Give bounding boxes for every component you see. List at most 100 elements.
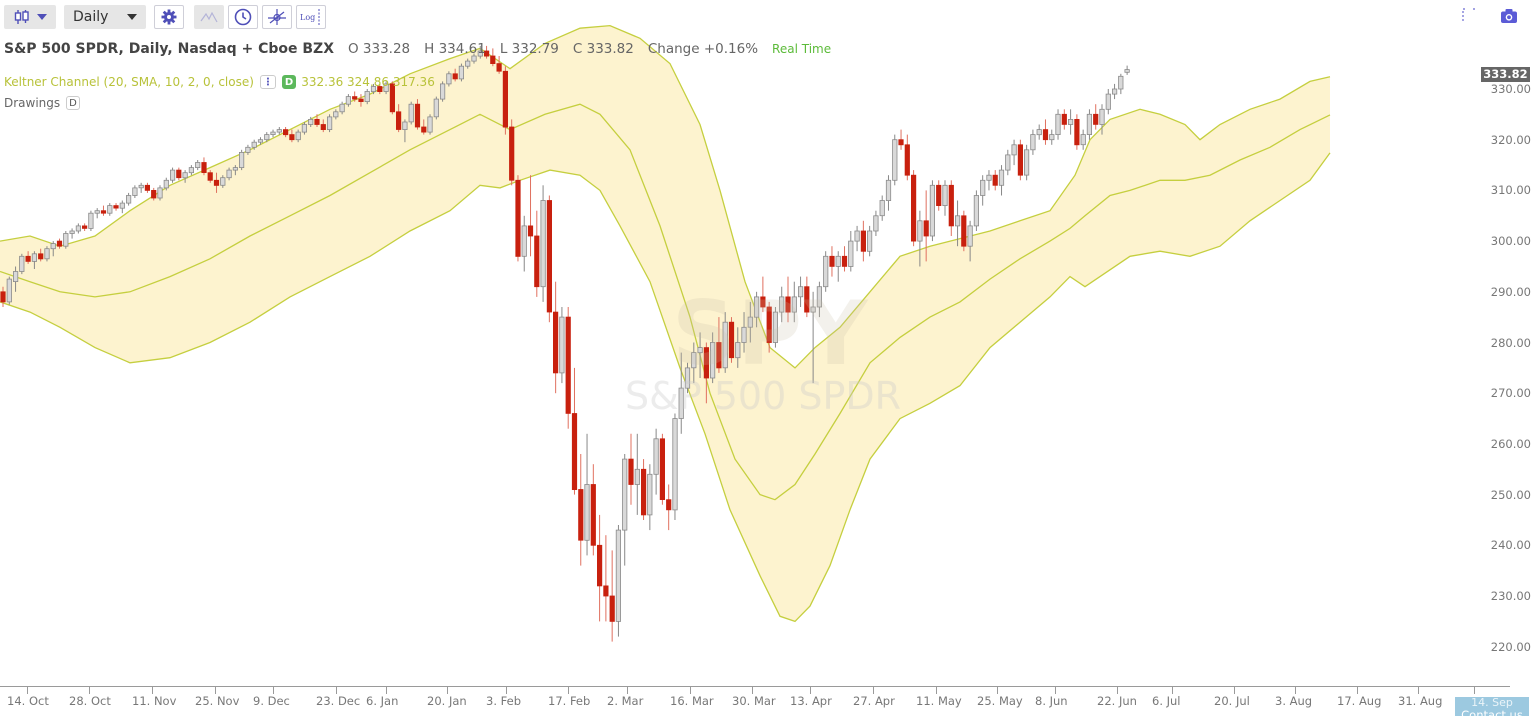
date-label: 11. Nov (132, 694, 177, 708)
chevron-down-icon (127, 14, 137, 20)
candle (182, 170, 188, 183)
candle (615, 525, 622, 637)
candle (691, 342, 697, 384)
candle (25, 251, 31, 264)
date-label: 8. Jun (1035, 694, 1068, 708)
candle (326, 114, 333, 133)
chart-type-select[interactable] (4, 5, 56, 29)
candle (747, 301, 753, 343)
indicator-badge[interactable]: D (281, 75, 297, 89)
candle (515, 175, 521, 262)
candle (559, 307, 565, 384)
candle (69, 228, 75, 239)
legend-header: S&P 500 SPDR, Daily, Nasdaq + Cboe BZX O… (4, 41, 831, 57)
candle (471, 53, 477, 64)
candle (169, 167, 176, 183)
candle (546, 195, 553, 323)
candle (841, 246, 848, 272)
candle (427, 114, 433, 135)
change-value: Change +0.16% (647, 41, 759, 57)
date-label: 23. Dec (316, 694, 361, 708)
candle (50, 241, 56, 257)
candle (509, 119, 515, 186)
candle (521, 215, 527, 272)
candle (132, 185, 138, 198)
candle (402, 119, 408, 143)
candle (157, 185, 163, 201)
candle (678, 352, 684, 434)
candle (226, 167, 232, 181)
contact-us-button[interactable]: 14. Sep Contact us (1455, 696, 1529, 721)
candle (898, 129, 904, 150)
candle (1030, 129, 1036, 155)
candle (257, 137, 264, 145)
candlestick-icon (14, 10, 29, 24)
date-label: 16. Mar (670, 694, 714, 708)
settings-button[interactable] (154, 5, 184, 29)
toolbar: Daily (4, 4, 330, 30)
time-button[interactable] (228, 5, 258, 29)
candle (816, 281, 823, 318)
candle (295, 129, 301, 143)
indicator-button[interactable] (194, 5, 224, 29)
price-label: 230.00 (1490, 589, 1531, 603)
candle (201, 157, 207, 176)
candle (245, 144, 251, 155)
candle (634, 433, 640, 515)
candle (44, 246, 50, 262)
candle (1118, 73, 1124, 95)
date-label: 17. Aug (1337, 694, 1382, 708)
candle (144, 182, 150, 193)
candle (728, 317, 735, 363)
date-label-14-sep-overlay: 14. Sep (1471, 696, 1513, 709)
candle (980, 175, 986, 206)
candle (276, 127, 282, 135)
candle (929, 180, 936, 242)
keltner-middle-line (0, 103, 1331, 501)
indicator-menu-button[interactable]: ⋮ (259, 75, 276, 89)
candle (609, 550, 615, 642)
candle (301, 122, 308, 135)
candle (477, 45, 483, 59)
candle (904, 134, 910, 181)
date-label: 3. Feb (486, 694, 521, 708)
candle (867, 225, 873, 257)
drawings-badge[interactable]: D (66, 96, 80, 110)
low-value: L 332.79 (499, 41, 559, 57)
date-label: 25. May (977, 694, 1023, 708)
candle (188, 165, 194, 176)
candle (138, 182, 144, 193)
price-label: 320.00 (1490, 132, 1531, 147)
candle (483, 45, 490, 59)
price-label: 260.00 (1490, 436, 1531, 451)
candle (220, 175, 226, 188)
fullscreen-icon[interactable] (1462, 8, 1478, 24)
candle (270, 129, 276, 138)
indicator-label[interactable]: Keltner Channel (20, SMA, 10, 2, 0, clos… (4, 75, 254, 89)
candle (339, 101, 345, 115)
candle (176, 167, 182, 181)
camera-icon[interactable] (1500, 8, 1518, 24)
crosshair-button[interactable] (262, 5, 292, 29)
candle (1061, 109, 1067, 130)
candle (389, 81, 396, 115)
date-label: 9. Dec (253, 694, 290, 708)
candle (998, 165, 1005, 196)
candle (446, 71, 452, 87)
log-scale-button[interactable]: Log (296, 5, 326, 29)
candle (320, 119, 326, 133)
candle (383, 81, 389, 95)
interval-select[interactable]: Daily (64, 5, 146, 29)
drawings-label: Drawings (4, 96, 61, 110)
date-label: 14. Oct (7, 694, 49, 708)
candle (94, 208, 100, 219)
candle (565, 307, 571, 429)
realtime-label: Real Time (772, 42, 832, 56)
candle (653, 428, 659, 495)
candle (433, 96, 439, 120)
candle (56, 238, 63, 249)
candle (213, 172, 220, 193)
close-value: C 333.82 (572, 41, 634, 57)
watermark-name: S&P 500 SPDR (625, 374, 902, 418)
